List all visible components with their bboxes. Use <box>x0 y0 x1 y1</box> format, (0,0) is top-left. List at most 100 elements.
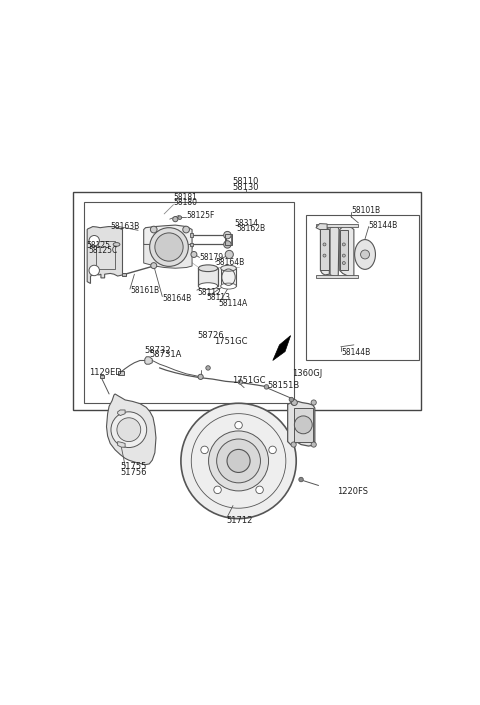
Polygon shape <box>87 226 122 283</box>
Polygon shape <box>145 357 152 364</box>
Circle shape <box>224 240 231 248</box>
Bar <box>190 233 193 237</box>
Circle shape <box>256 486 264 494</box>
Bar <box>198 268 218 286</box>
Bar <box>221 268 236 286</box>
Text: 1751GC: 1751GC <box>215 337 248 345</box>
Circle shape <box>181 403 296 519</box>
Circle shape <box>214 486 221 494</box>
Text: 1129ED: 1129ED <box>89 368 122 377</box>
Bar <box>84 202 294 403</box>
Text: 58125C: 58125C <box>88 246 117 255</box>
Circle shape <box>117 418 141 441</box>
Polygon shape <box>321 226 329 275</box>
Circle shape <box>151 263 156 269</box>
Circle shape <box>191 252 197 257</box>
Text: 51756: 51756 <box>120 467 147 477</box>
Text: 1360GJ: 1360GJ <box>292 369 323 378</box>
Circle shape <box>311 442 316 447</box>
Text: 58164B: 58164B <box>162 294 192 303</box>
Text: 51755: 51755 <box>120 462 147 472</box>
Polygon shape <box>340 226 354 276</box>
Bar <box>100 375 104 378</box>
Circle shape <box>150 228 188 266</box>
Polygon shape <box>330 226 339 276</box>
Polygon shape <box>118 410 125 415</box>
Bar <box>321 229 329 271</box>
Text: 58180: 58180 <box>173 198 197 207</box>
Text: 58125: 58125 <box>87 241 111 250</box>
Circle shape <box>201 446 208 453</box>
Circle shape <box>342 262 345 264</box>
Text: 58731A: 58731A <box>149 350 181 360</box>
Polygon shape <box>316 223 327 230</box>
Text: 58164B: 58164B <box>216 258 245 267</box>
Polygon shape <box>316 223 358 226</box>
Circle shape <box>150 226 157 233</box>
Polygon shape <box>107 394 156 465</box>
Ellipse shape <box>355 240 375 269</box>
Circle shape <box>224 231 231 239</box>
Polygon shape <box>273 336 290 360</box>
Ellipse shape <box>113 243 120 246</box>
Text: 58181: 58181 <box>173 193 197 202</box>
Text: 58144B: 58144B <box>341 348 370 357</box>
Bar <box>305 214 419 360</box>
Text: 58161B: 58161B <box>130 286 159 295</box>
Text: 51712: 51712 <box>227 516 253 525</box>
Circle shape <box>235 422 242 429</box>
Polygon shape <box>144 225 192 250</box>
Bar <box>118 371 124 374</box>
Ellipse shape <box>198 265 218 271</box>
Text: 1751GC: 1751GC <box>232 376 265 385</box>
Circle shape <box>155 233 183 261</box>
Text: 58125F: 58125F <box>186 212 215 220</box>
Text: 58113: 58113 <box>206 293 230 302</box>
Bar <box>73 192 421 410</box>
Text: 58112: 58112 <box>197 288 221 297</box>
Bar <box>225 234 232 245</box>
Circle shape <box>89 235 99 246</box>
Circle shape <box>227 449 250 472</box>
Circle shape <box>238 380 243 384</box>
Text: 58101B: 58101B <box>351 207 380 216</box>
Text: 1220FS: 1220FS <box>337 487 368 496</box>
Polygon shape <box>288 401 315 446</box>
Circle shape <box>289 398 294 402</box>
Text: 58179: 58179 <box>200 253 224 262</box>
Text: 58151B: 58151B <box>267 381 300 391</box>
Circle shape <box>311 400 316 405</box>
Bar <box>122 273 126 276</box>
Ellipse shape <box>221 265 236 271</box>
Ellipse shape <box>198 283 218 290</box>
Circle shape <box>342 254 345 257</box>
Polygon shape <box>118 441 125 447</box>
Circle shape <box>216 439 261 483</box>
Circle shape <box>206 366 210 370</box>
Circle shape <box>225 250 233 259</box>
Circle shape <box>294 416 312 434</box>
Circle shape <box>183 226 190 233</box>
Polygon shape <box>144 245 192 268</box>
Circle shape <box>89 265 99 276</box>
Ellipse shape <box>221 283 236 289</box>
Circle shape <box>264 385 269 389</box>
Text: 58110: 58110 <box>233 178 259 186</box>
Circle shape <box>173 216 178 222</box>
Circle shape <box>291 442 296 447</box>
Text: 58314: 58314 <box>235 219 259 228</box>
Polygon shape <box>316 275 358 278</box>
Circle shape <box>360 250 370 259</box>
Circle shape <box>323 243 326 246</box>
Circle shape <box>178 216 181 219</box>
Circle shape <box>111 412 147 448</box>
Bar <box>294 408 313 441</box>
Circle shape <box>198 374 203 379</box>
Circle shape <box>323 254 326 257</box>
Circle shape <box>209 431 268 491</box>
Text: 58726: 58726 <box>197 331 224 341</box>
Text: 58144B: 58144B <box>369 221 398 230</box>
Circle shape <box>299 477 303 482</box>
Bar <box>190 243 193 246</box>
Text: 58162B: 58162B <box>237 224 266 233</box>
